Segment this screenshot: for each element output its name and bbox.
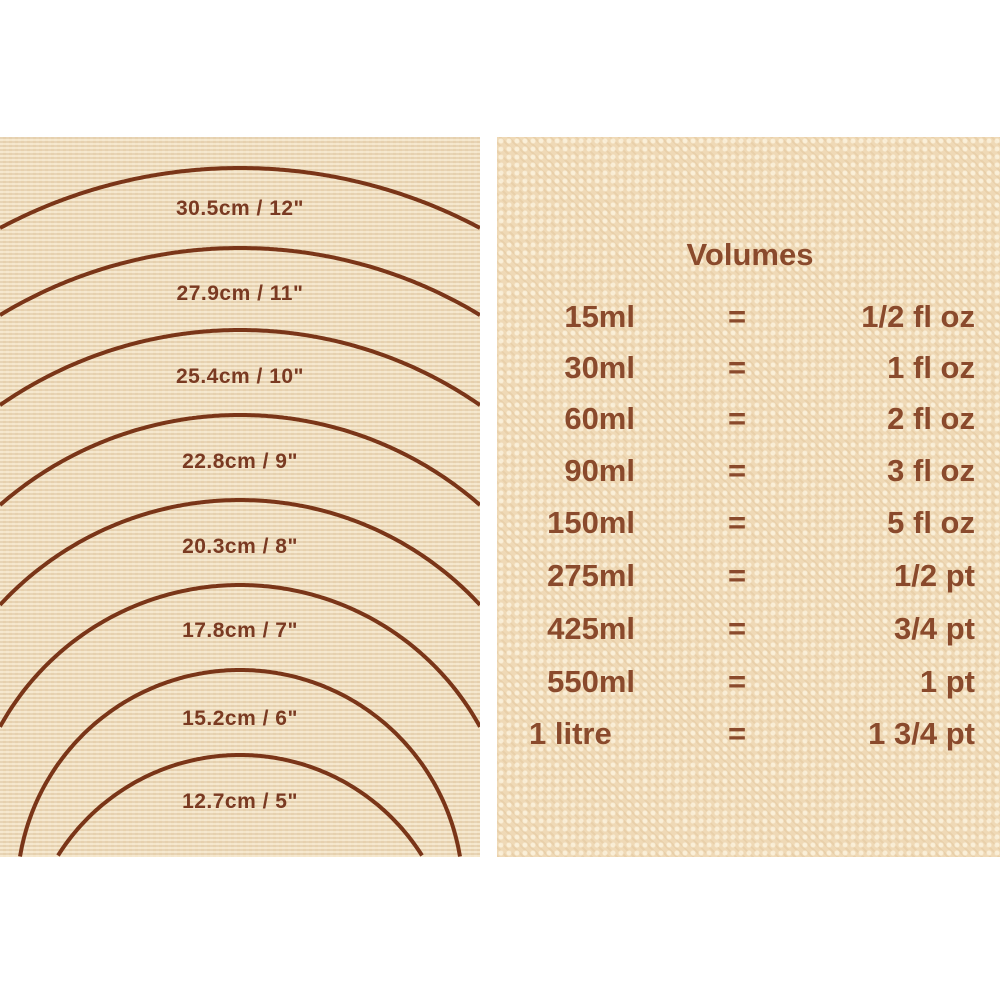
imperial-value: 1 fl oz xyxy=(887,350,975,385)
equals-sign: = xyxy=(727,401,747,436)
metric-value: 275ml xyxy=(547,558,635,593)
metric-value: 60ml xyxy=(564,401,635,436)
volumes-title: Volumes xyxy=(686,237,814,272)
imperial-value: 3 fl oz xyxy=(887,453,975,488)
circle-size-label: 12.7cm / 5" xyxy=(182,790,298,813)
metric-value: 90ml xyxy=(564,453,635,488)
circle-guide-line xyxy=(0,166,480,230)
circle-guide-line xyxy=(0,328,480,407)
imperial-value: 2 fl oz xyxy=(887,401,975,436)
circle-guide-line xyxy=(0,413,480,507)
imperial-value: 1/2 fl oz xyxy=(861,299,975,334)
equals-sign: = xyxy=(727,299,747,334)
circle-size-label: 25.4cm / 10" xyxy=(175,365,305,388)
circle-guide-line xyxy=(56,753,424,857)
equals-sign: = xyxy=(727,558,747,593)
volume-conversion-panel: Volumes 15ml = 1/2 fl oz 30ml = 1 fl oz 60ml = 2… xyxy=(497,137,1000,857)
metric-value: 1 litre xyxy=(529,716,612,751)
metric-value: 425ml xyxy=(547,611,635,646)
equals-sign: = xyxy=(727,505,747,540)
circle-size-label: 15.2cm / 6" xyxy=(182,707,298,730)
metric-value: 550ml xyxy=(547,664,635,699)
circle-size-label: 30.5cm / 12" xyxy=(175,197,305,220)
circle-guide-panel: 30.5cm / 12" 27.9cm / 11" 25.4cm / 10" 22.8… xyxy=(0,137,480,857)
circle-guide-line xyxy=(0,498,480,607)
equals-sign: = xyxy=(727,453,747,488)
imperial-value: 3/4 pt xyxy=(894,611,975,646)
circle-guide-line xyxy=(18,668,462,857)
imperial-value: 1/2 pt xyxy=(894,558,975,593)
circle-guides xyxy=(0,166,480,857)
metric-value: 150ml xyxy=(547,505,635,540)
equals-sign: = xyxy=(727,611,747,646)
equals-sign: = xyxy=(727,350,747,385)
imperial-value: 1 3/4 pt xyxy=(868,716,975,751)
imperial-value: 5 fl oz xyxy=(887,505,975,540)
circle-size-label: 27.9cm / 11" xyxy=(176,282,304,305)
circle-guide-line xyxy=(0,583,480,728)
circle-size-label: 22.8cm / 9" xyxy=(182,450,298,473)
circle-size-label: 17.8cm / 7" xyxy=(182,619,298,642)
metric-value: 30ml xyxy=(564,350,635,385)
metric-value: 15ml xyxy=(564,299,635,334)
equals-sign: = xyxy=(727,716,747,751)
equals-sign: = xyxy=(727,664,747,699)
imperial-value: 1 pt xyxy=(919,664,975,699)
circle-guide-line xyxy=(0,246,480,317)
circle-size-label: 20.3cm / 8" xyxy=(182,535,298,558)
